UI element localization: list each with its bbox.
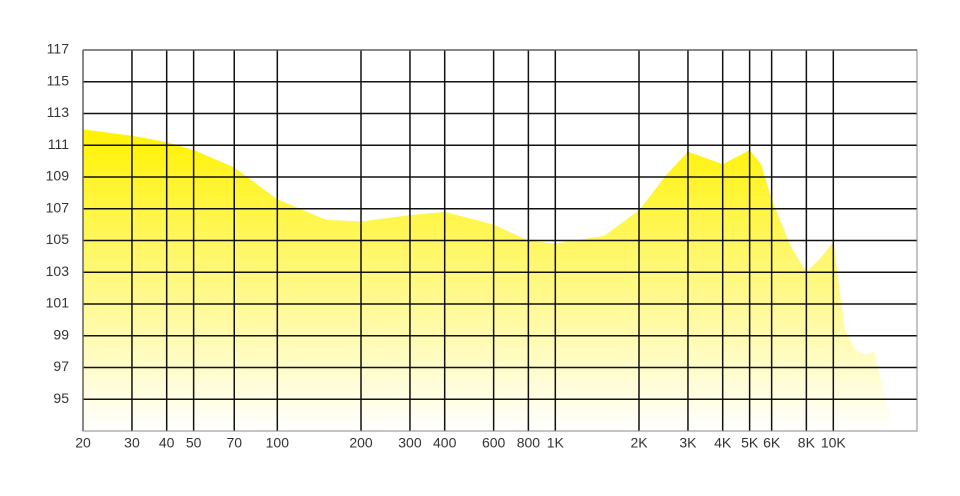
x-tick-label: 20 (75, 435, 91, 451)
y-tick-label: 115 (47, 72, 70, 88)
x-tick-label: 10K (821, 435, 847, 451)
y-tick-label: 101 (46, 295, 70, 311)
x-tick-label: 50 (186, 435, 202, 451)
x-tick-label: 400 (433, 435, 457, 451)
y-tick-label: 103 (46, 263, 70, 279)
y-tick-label: 111 (48, 136, 69, 152)
x-tick-label: 5K (741, 435, 759, 451)
y-tick-label: 113 (47, 104, 70, 120)
y-tick-label: 97 (53, 358, 69, 374)
x-tick-label: 30 (124, 435, 140, 451)
x-tick-label: 8K (798, 435, 816, 451)
x-tick-label: 800 (517, 435, 541, 451)
area (83, 129, 891, 431)
y-tick-label: 95 (53, 390, 69, 406)
x-tick-label: 600 (482, 435, 506, 451)
y-tick-label: 117 (47, 41, 70, 57)
x-tick-label: 200 (349, 435, 373, 451)
x-tick-label: 70 (226, 435, 242, 451)
x-tick-label: 100 (266, 435, 290, 451)
plot-border (82, 49, 918, 432)
y-tick-label: 107 (46, 199, 70, 215)
x-tick-label: 3K (679, 435, 697, 451)
x-tick-label: 2K (630, 435, 648, 451)
x-tick-label: 300 (398, 435, 422, 451)
y-tick-label: 105 (46, 231, 70, 247)
x-tick-label: 6K (763, 435, 781, 451)
x-tick-label: 1K (547, 435, 565, 451)
x-tick-label: 4K (714, 435, 732, 451)
y-tick-label: 99 (53, 326, 69, 342)
y-tick-label: 109 (46, 168, 70, 184)
x-tick-label: 40 (159, 435, 175, 451)
